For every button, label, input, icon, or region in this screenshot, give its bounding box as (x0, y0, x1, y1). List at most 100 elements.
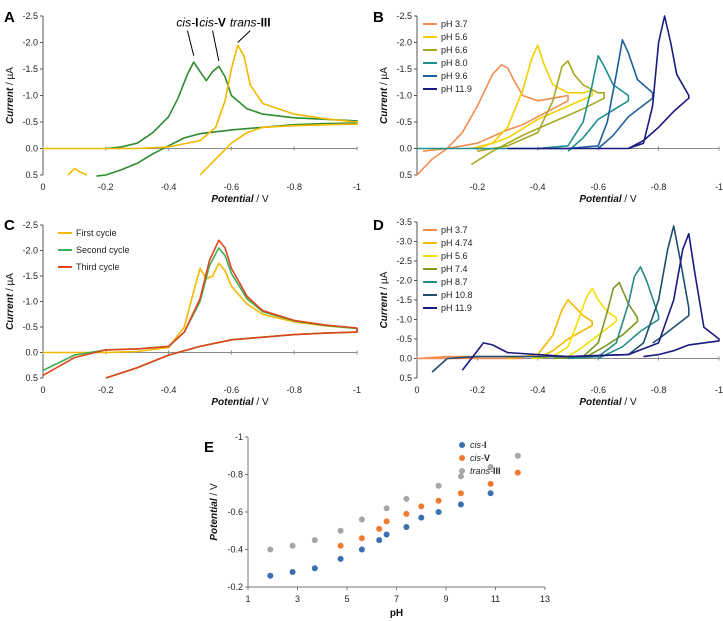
data-point-cis-I (457, 501, 464, 508)
legend-label: trans-III (470, 466, 501, 476)
data-point-trans-III (487, 464, 494, 470)
x-axis-label-unit: / V (254, 397, 269, 408)
annotation-bold: I (195, 16, 198, 30)
legend-label: cis-V (470, 453, 490, 463)
x-axis-label-name: Potential (579, 397, 621, 408)
y-tick-label: 0.5 (25, 373, 38, 383)
panel-letter: A (4, 9, 15, 26)
data-point-cis-I (289, 569, 296, 575)
data-point-cis-V (514, 469, 521, 476)
y-tick-label: -2.5 (22, 220, 38, 230)
annotation-trans-III: trans-III (230, 16, 271, 30)
x-tick-label: -0.2 (470, 182, 486, 192)
data-point-cis-I (267, 572, 274, 579)
data-point-cis-I (418, 514, 425, 521)
y-axis-label: Current / µA (379, 67, 390, 124)
legend-bold: I (484, 440, 487, 450)
x-tick-label: -0.6 (224, 385, 240, 395)
x-tick-label: -1 (353, 182, 361, 192)
legend-label: First cycle (76, 228, 117, 238)
legend-label: pH 11.9 (441, 303, 472, 313)
data-point-trans-III (267, 546, 274, 553)
x-tick-label: -0.8 (286, 385, 302, 395)
series-line-third-cycle (42, 239, 358, 379)
y-tick-label: -1.0 (396, 91, 412, 101)
data-point-cis-V (435, 497, 442, 504)
panel-letter: C (4, 217, 15, 234)
y-tick-label: 0.0 (399, 144, 412, 154)
y-tick-label: -1.0 (22, 91, 38, 101)
data-point-trans-III (358, 516, 365, 523)
series-line-green (96, 61, 358, 177)
series-line-ph-3.7 (416, 355, 524, 360)
y-axis-label-name: Current (5, 293, 16, 330)
annotation-bold: V (218, 16, 226, 30)
data-point-cis-I (487, 490, 494, 497)
series-line-ph-5.6 (531, 287, 618, 360)
legend-label: Third cycle (76, 262, 120, 272)
panel-a: A -2.5 -2.0 -1.5 -1.0 -0.5 0.0 0.50 -0.2 -0.4 -0.6… (4, 9, 361, 205)
y-tick-label: -1.5 (396, 64, 412, 74)
series-line-ph-7.4 (552, 281, 639, 360)
panel-letter: E (204, 439, 214, 456)
series-line-ph-11.9 (461, 232, 720, 371)
x-tick-label: 13 (540, 594, 550, 604)
x-tick-label: -0.6 (590, 182, 606, 192)
x-tick-label: -0.4 (530, 182, 546, 192)
data-point-cis-V (376, 525, 383, 532)
x-axis-label: Potential / V (211, 194, 269, 205)
x-axis-label: Potential / V (211, 397, 269, 408)
data-point-cis-I (311, 565, 318, 572)
x-tick-label: 0 (40, 385, 45, 395)
y-axis-label-name: Current (5, 87, 16, 124)
panel-letter: B (373, 9, 384, 26)
y-tick-label: -0.5 (22, 322, 38, 332)
x-tick-label: -0.6 (224, 182, 240, 192)
data-point-trans-III (514, 452, 521, 459)
panel-e: E-0.2-0.4-0.6-0.8-11 3 5 7 9 11 13pHPotential … (204, 432, 550, 619)
x-tick-label: -0.6 (590, 385, 606, 395)
x-axis-label-unit: / V (622, 194, 637, 205)
legend-label: pH 3.7 (441, 19, 468, 29)
y-tick-label: -1.5 (396, 295, 412, 305)
y-tick-label: -2.0 (22, 246, 38, 256)
x-tick-label: 7 (394, 594, 399, 604)
data-point-cis-I (376, 537, 383, 544)
y-tick-label: -1.5 (22, 64, 38, 74)
y-axis-label: Current / µA (379, 271, 390, 328)
y-tick-label: -0.4 (227, 545, 243, 555)
x-axis-label-name: Potential (211, 194, 253, 205)
data-point-cis-I (403, 524, 410, 530)
data-point-trans-III (435, 482, 442, 489)
panel-b: B -2.5 -2.0 -1.5 -1.0 -0.5 0.0 0.5 -0.2 -0.4 -0.6 -… (373, 9, 723, 205)
x-tick-label: 3 (295, 594, 300, 604)
annotation-arrow (237, 30, 251, 43)
y-tick-label: 0.0 (25, 144, 38, 154)
y-tick-label: 0.0 (25, 348, 38, 358)
series-line-ph-11.9 (507, 15, 690, 150)
series-line-ph-10.8 (431, 225, 690, 373)
y-tick-label: -2.5 (396, 11, 412, 21)
y-axis-label-unit: / µA (379, 67, 390, 88)
x-tick-label: 0 (40, 182, 45, 192)
data-point-cis-I (337, 555, 344, 562)
x-tick-label: -0.8 (286, 182, 302, 192)
y-tick-label: -2.0 (396, 276, 412, 286)
y-tick-label: -2.0 (396, 38, 412, 48)
panel-c: C -2.5 -2.0 -1.5 -1.0 -0.5 0.0 0.50 -0.2 -0.4 -0.6… (4, 217, 361, 408)
x-tick-label: -0.4 (161, 385, 177, 395)
x-tick-label: -0.8 (651, 385, 667, 395)
annotation-prefix: cis- (199, 16, 218, 30)
legend-label: Second cycle (76, 245, 130, 255)
data-point-trans-III (289, 542, 296, 549)
series-line-first-cycle (43, 262, 358, 379)
annotation-arrow (212, 30, 220, 62)
x-tick-label: -0.4 (161, 182, 177, 192)
x-tick-label: -0.2 (98, 385, 114, 395)
x-tick-label: 0 (414, 385, 419, 395)
y-axis-label-unit: / µA (5, 273, 16, 294)
data-point-trans-III (457, 473, 464, 480)
y-tick-label: -1.5 (22, 271, 38, 281)
x-tick-label: 5 (344, 594, 349, 604)
